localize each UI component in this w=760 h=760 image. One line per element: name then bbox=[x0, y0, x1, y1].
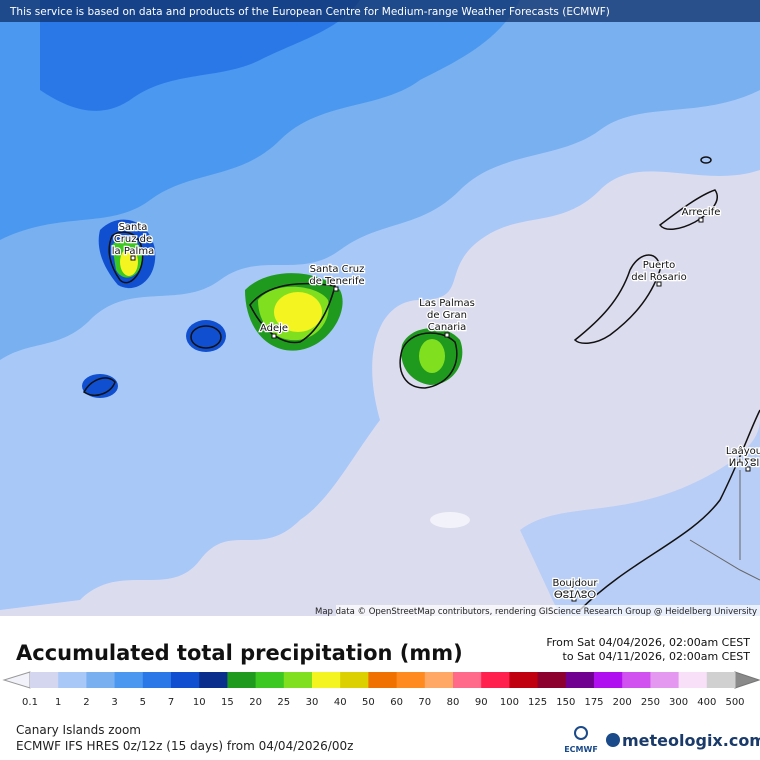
colorbar-segment bbox=[227, 672, 257, 688]
place-label: Las Palmas bbox=[419, 298, 475, 309]
place-label: Boujdour bbox=[552, 578, 598, 589]
colorbar-label: 20 bbox=[249, 697, 262, 708]
colorbar-label: 125 bbox=[528, 697, 547, 708]
colorbar-segment bbox=[565, 672, 595, 688]
date-to: to Sat 04/11/2026, 02:00am CEST bbox=[563, 650, 751, 663]
place-markers bbox=[130, 217, 751, 602]
colorbar-label: 15 bbox=[221, 697, 234, 708]
colorbar-segment bbox=[594, 672, 623, 688]
colorbar-label: 300 bbox=[669, 697, 688, 708]
colorbar-segment bbox=[86, 672, 116, 688]
place-label: de Gran bbox=[427, 310, 467, 321]
colorbar-segment bbox=[30, 672, 59, 688]
colorbar-label: 0.1 bbox=[22, 697, 38, 708]
colorbar-segment bbox=[368, 672, 398, 688]
region: Canary Islands zoom bbox=[16, 723, 141, 737]
place-label: del Rosario bbox=[631, 272, 686, 283]
colorbar-label: 50 bbox=[362, 697, 375, 708]
attribution: Map data © OpenStreetMap contributors, r… bbox=[315, 607, 757, 617]
colorbar-high bbox=[734, 671, 760, 689]
colorbar-segment bbox=[340, 672, 369, 688]
place-label: la Palma bbox=[112, 246, 154, 257]
colorbar-label: 2 bbox=[83, 697, 89, 708]
colorbar-label: 25 bbox=[277, 697, 290, 708]
colorbar-label: 40 bbox=[334, 697, 347, 708]
colorbar-label: 70 bbox=[418, 697, 431, 708]
place-label: Santa bbox=[119, 222, 148, 233]
brand: meteologix.com bbox=[622, 731, 760, 750]
colorbar-segment bbox=[199, 672, 228, 688]
place-label: Adeje bbox=[260, 323, 288, 334]
colorbar-label: 90 bbox=[475, 697, 488, 708]
place-label: Canaria bbox=[428, 322, 467, 333]
colorbar-segment bbox=[171, 672, 200, 688]
colorbar-segment bbox=[706, 672, 736, 688]
colorbar: 0.1 1 2 3 5 7 10 15 20 25 30 40 50 60 70 80 90 100 125 150 1… bbox=[2, 671, 760, 708]
place-label: ⴱⵓⵊⴷⵓⵔ bbox=[554, 590, 596, 601]
colorbar-segment bbox=[424, 672, 454, 688]
colorbar-label: 100 bbox=[500, 697, 519, 708]
place-label: Cruz de bbox=[114, 234, 152, 245]
brand-icon bbox=[606, 733, 620, 747]
place-label: de Tenerife bbox=[309, 276, 364, 287]
colorbar-segment bbox=[537, 672, 567, 688]
place-label: ⵍⵄⵢⵓⵏ bbox=[729, 458, 760, 469]
colorbar-segment bbox=[622, 672, 651, 688]
colorbar-segment bbox=[481, 672, 510, 688]
colorbar-label: 250 bbox=[641, 697, 660, 708]
colorbar-segment bbox=[312, 672, 341, 688]
colorbar-segment bbox=[114, 672, 144, 688]
model-info: ECMWF IFS HRES 0z/12z (15 days) from 04/… bbox=[16, 739, 353, 753]
place-label: Puerto bbox=[643, 260, 676, 271]
colorbar-label: 500 bbox=[725, 697, 744, 708]
colorbar-label: 60 bbox=[390, 697, 403, 708]
colorbar-label: 30 bbox=[306, 697, 319, 708]
colorbar-label: 80 bbox=[447, 697, 460, 708]
colorbar-segment bbox=[142, 672, 172, 688]
colorbar-label: 200 bbox=[613, 697, 632, 708]
colorbar-segment bbox=[255, 672, 285, 688]
colorbar-segment bbox=[650, 672, 680, 688]
colorbar-label: 400 bbox=[697, 697, 716, 708]
colorbar-segment bbox=[58, 672, 87, 688]
colorbar-segment bbox=[509, 672, 539, 688]
colorbar-label: 10 bbox=[193, 697, 206, 708]
colorbar-segment bbox=[678, 672, 708, 688]
legend-title: Accumulated total precipitation (mm) bbox=[16, 641, 463, 665]
colorbar-label: 7 bbox=[168, 697, 174, 708]
date-from: From Sat 04/04/2026, 02:00am CEST bbox=[546, 636, 750, 649]
colorbar-low bbox=[2, 671, 31, 689]
ecmwf-icon bbox=[574, 726, 588, 740]
colorbar-segment bbox=[453, 672, 482, 688]
colorbar-label: 3 bbox=[111, 697, 117, 708]
colorbar-segment bbox=[396, 672, 426, 688]
place-label: Santa Cruz bbox=[310, 264, 365, 275]
colorbar-label: 150 bbox=[556, 697, 575, 708]
ecmwf-logo: ECMWF bbox=[564, 745, 598, 754]
banner: This service is based on data and produc… bbox=[9, 6, 610, 18]
colorbar-label: 175 bbox=[584, 697, 603, 708]
place-label: Arrecife bbox=[682, 207, 721, 218]
place-label: Laâyou bbox=[726, 445, 760, 457]
colorbar-label: 5 bbox=[140, 697, 146, 708]
colorbar-segment bbox=[283, 672, 313, 688]
colorbar-label: 1 bbox=[55, 697, 61, 708]
